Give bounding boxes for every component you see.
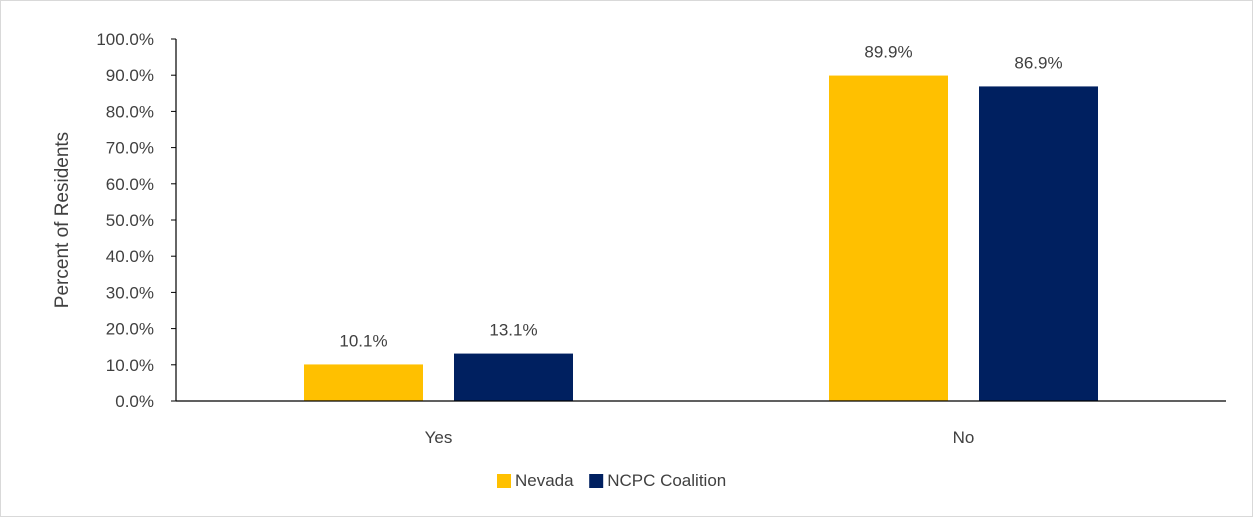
y-tick-label: 10.0% [106,356,154,375]
x-tick-label: Yes [425,428,453,447]
y-tick-label: 30.0% [106,283,154,302]
y-tick-label: 80.0% [106,102,154,121]
data-label: 10.1% [339,331,387,350]
y-tick-label: 70.0% [106,139,154,158]
legend: Nevada NCPC Coalition [497,471,726,490]
y-axis-title: Percent of Residents [52,132,73,308]
y-tick-label: 20.0% [106,320,154,339]
y-tick-label: 100.0% [96,30,154,49]
y-tick-label: 0.0% [115,392,154,411]
legend-label: NCPC Coalition [607,471,726,490]
y-tick-label: 40.0% [106,247,154,266]
x-tick-label: No [953,428,975,447]
x-axis-labels: Yes No [425,428,975,447]
data-label: 13.1% [489,321,537,340]
y-tick-label: 60.0% [106,175,154,194]
bars [304,76,1098,401]
legend-label: Nevada [515,471,574,490]
y-tick-label: 50.0% [106,211,154,230]
bar-nevada-no [829,76,948,401]
bar-nevada-yes [304,364,423,401]
data-label: 89.9% [864,43,912,62]
y-axis-ticks: 0.0% 10.0% 20.0% 30.0% 40.0% 50.0% 60.0% 70.0% 8… [96,30,176,411]
bar-ncpc-coalition-no [979,86,1098,401]
y-tick-label: 90.0% [106,66,154,85]
bar-ncpc-coalition-yes [454,354,573,401]
legend-swatch-nevada [497,474,511,488]
data-label: 86.9% [1014,53,1062,72]
legend-swatch-ncpc-coalition [589,474,603,488]
data-labels: 10.1% 13.1% 89.9% 86.9% [339,43,1062,351]
